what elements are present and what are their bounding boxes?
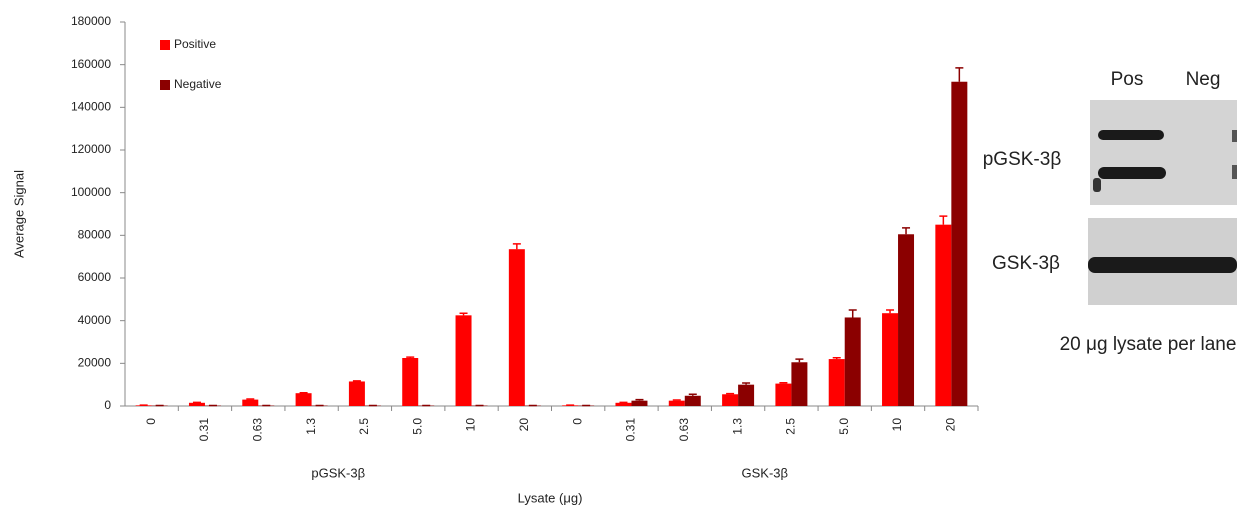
y-tick-label: 120000	[71, 142, 111, 156]
bar	[791, 362, 807, 406]
error-bar	[902, 228, 910, 234]
x-tick-label: 0.31	[624, 418, 638, 442]
x-tick-label: 2.5	[357, 418, 371, 435]
y-tick-label: 160000	[71, 57, 111, 71]
legend-label: Positive	[174, 37, 216, 51]
band	[1093, 178, 1101, 192]
x-tick-label: 0.63	[250, 418, 264, 442]
error-bar	[246, 399, 254, 400]
band	[1098, 130, 1164, 140]
error-bar	[689, 394, 697, 395]
row-label: pGSK-3β	[983, 149, 1062, 170]
bar	[189, 403, 205, 406]
x-tick-label: 1.3	[730, 418, 744, 435]
y-tick-label: 40000	[78, 313, 112, 327]
x-tick-label: 10	[464, 418, 478, 432]
x-tick-label: 2.5	[784, 418, 798, 435]
y-tick-label: 140000	[71, 100, 111, 114]
blot-caption: 20 μg lysate per lane	[1060, 334, 1237, 355]
bar	[685, 396, 701, 406]
x-tick-label: 5.0	[410, 418, 424, 435]
error-bar	[955, 68, 963, 82]
x-tick-label: 0	[570, 418, 584, 425]
x-tick-label: 0.31	[197, 418, 211, 442]
y-tick-label: 20000	[78, 356, 112, 370]
band	[1232, 130, 1237, 142]
y-tick-label: 100000	[71, 185, 111, 199]
legend-swatch	[160, 80, 170, 90]
bar	[509, 249, 525, 406]
bar	[845, 317, 861, 406]
row-label: GSK-3β	[992, 253, 1060, 274]
group-label: pGSK-3β	[311, 465, 365, 480]
blot: Pos Neg pGSK-3β GSK-3β 20 μg lysate per …	[983, 69, 1237, 355]
error-bar	[635, 400, 643, 401]
error-bar	[406, 357, 414, 358]
x-tick-label: 0.63	[677, 418, 691, 442]
band	[1088, 257, 1237, 273]
lane-label: Neg	[1186, 69, 1221, 90]
bar	[669, 401, 685, 406]
error-bar	[742, 383, 750, 385]
bar	[951, 82, 967, 406]
x-tick-label: 5.0	[837, 418, 851, 435]
error-bar	[513, 244, 521, 249]
bar	[296, 393, 312, 406]
band	[1232, 165, 1237, 179]
y-tick-label: 180000	[71, 14, 111, 28]
bar	[615, 403, 631, 406]
error-bar	[460, 313, 468, 315]
error-bar	[939, 216, 947, 225]
bar	[898, 234, 914, 406]
y-tick-label: 0	[104, 398, 111, 412]
error-bar	[795, 359, 803, 362]
error-bar	[726, 394, 734, 395]
x-tick-label: 10	[890, 418, 904, 432]
x-tick-label: 1.3	[304, 418, 318, 435]
bar	[775, 384, 791, 406]
bar	[242, 400, 258, 406]
y-tick-label: 60000	[78, 270, 112, 284]
lane-label: Pos	[1111, 69, 1144, 90]
y-axis-title: Average Signal	[11, 170, 26, 258]
group-label: GSK-3β	[742, 465, 789, 480]
error-bar	[849, 310, 857, 317]
error-bar	[833, 358, 841, 359]
band	[1098, 167, 1166, 179]
x-axis-title: Lysate (μg)	[518, 490, 583, 505]
bar	[631, 401, 647, 406]
bar	[456, 315, 472, 406]
bar	[882, 313, 898, 406]
error-bar	[779, 383, 787, 384]
bar	[738, 385, 754, 406]
error-bar	[886, 310, 894, 313]
x-tick-label: 20	[517, 418, 531, 432]
error-bar	[353, 381, 361, 382]
blot-panel	[1090, 100, 1237, 205]
x-tick-label: 0	[144, 418, 158, 425]
legend-label: Negative	[174, 77, 222, 91]
bar	[935, 225, 951, 406]
legend-swatch	[160, 40, 170, 50]
bar	[402, 358, 418, 406]
bar	[829, 359, 845, 406]
bar	[722, 394, 738, 406]
x-tick-label: 20	[944, 418, 958, 432]
error-bar	[673, 400, 681, 401]
bar	[349, 381, 365, 406]
y-tick-label: 80000	[78, 228, 112, 242]
